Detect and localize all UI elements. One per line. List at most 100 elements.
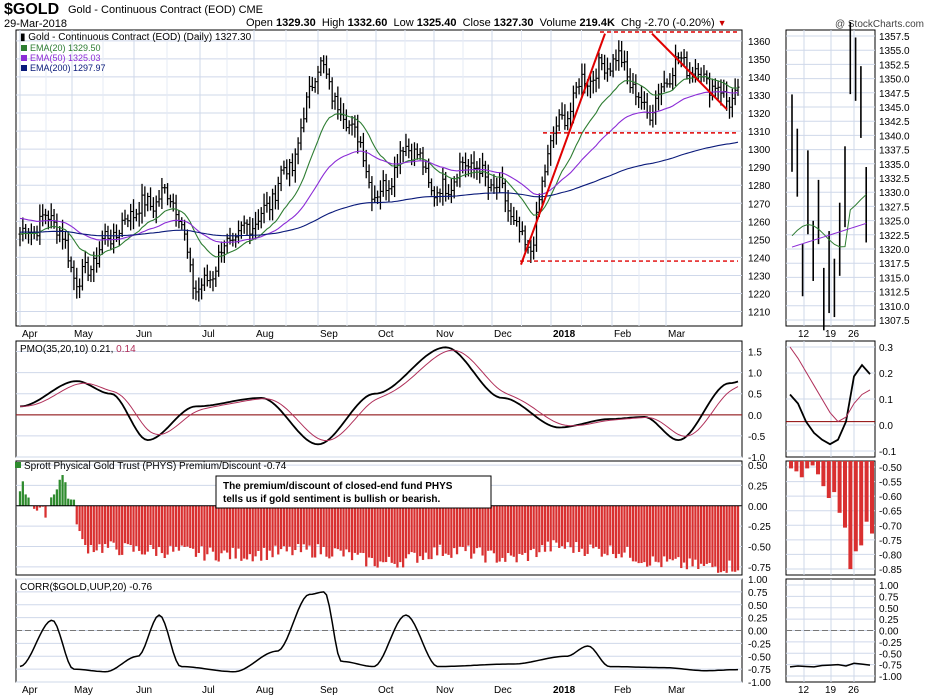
phys-bar bbox=[674, 505, 677, 559]
phys-tick-label: -0.75 bbox=[748, 563, 771, 574]
side-tick-label: -0.75 bbox=[879, 536, 902, 547]
side-tick-label: -0.55 bbox=[879, 478, 902, 489]
phys-bar bbox=[455, 505, 459, 555]
phys-bar bbox=[72, 499, 76, 506]
phys-bar bbox=[589, 505, 592, 545]
phys-bar bbox=[637, 505, 640, 564]
volume-label: Volume bbox=[539, 17, 577, 29]
phys-bar bbox=[373, 505, 376, 567]
phys-bar bbox=[717, 505, 720, 573]
legend-label: EMA(50) 1325.03 bbox=[30, 53, 101, 63]
phys-bar bbox=[316, 505, 320, 545]
phys-bar bbox=[260, 505, 263, 561]
phys-bar bbox=[521, 505, 524, 555]
phys-bar bbox=[325, 505, 328, 557]
open-value: 1329.30 bbox=[275, 17, 316, 29]
quote-summary: Open 1329.30 High 1332.60 Low 1325.40 Cl… bbox=[246, 17, 727, 29]
phys-bar bbox=[634, 505, 637, 562]
price-tick-label: 1230 bbox=[748, 271, 771, 282]
phys-bar bbox=[331, 505, 334, 557]
open-label: Open bbox=[246, 17, 273, 29]
phys-bar bbox=[532, 505, 535, 549]
x-axis-label: Oct bbox=[378, 329, 394, 340]
rising-trendline bbox=[520, 33, 606, 265]
price-tick-label: 1300 bbox=[748, 145, 771, 156]
x-axis-label: Sep bbox=[320, 685, 338, 696]
x-axis-label: Aug bbox=[256, 685, 274, 696]
phys-bar bbox=[541, 505, 544, 546]
high-value: 1332.60 bbox=[347, 17, 388, 29]
phys-bar bbox=[436, 505, 439, 556]
phys-bar bbox=[308, 505, 311, 546]
phys-bar bbox=[86, 505, 90, 554]
phys-bar bbox=[504, 505, 507, 562]
x-axis-label: Dec bbox=[494, 329, 512, 340]
phys-bar bbox=[75, 505, 78, 525]
phys-bar bbox=[333, 505, 337, 549]
side-phys-bar bbox=[810, 461, 815, 466]
side-tick-label: 0.0 bbox=[879, 421, 893, 432]
phys-bar bbox=[81, 505, 84, 540]
phys-bar bbox=[535, 505, 538, 558]
phys-bar bbox=[489, 505, 493, 551]
corr-tick-label: 0.00 bbox=[748, 627, 768, 638]
side-tick-label: 0.3 bbox=[879, 343, 893, 354]
phys-bar bbox=[101, 505, 104, 553]
side-tick-label: 1310.0 bbox=[879, 302, 910, 313]
side-phys-bar bbox=[799, 461, 804, 478]
side-tick-label: 1330.0 bbox=[879, 188, 910, 199]
price-panel-frame bbox=[15, 29, 743, 327]
phys-bar bbox=[640, 505, 643, 564]
phys-bar bbox=[254, 505, 257, 557]
phys-tick-label: 0.00 bbox=[748, 502, 768, 513]
side-tick-label: 0.50 bbox=[879, 604, 899, 615]
phys-bar bbox=[629, 505, 632, 558]
phys-bar bbox=[515, 505, 518, 563]
phys-bar bbox=[643, 505, 646, 563]
phys-bar bbox=[234, 505, 237, 559]
phys-bar bbox=[106, 505, 110, 548]
pmo-tick-label: 1.0 bbox=[748, 369, 762, 380]
phys-bar bbox=[163, 505, 166, 559]
phys-bar bbox=[708, 505, 711, 563]
phys-bar bbox=[714, 505, 717, 567]
phys-bar bbox=[711, 505, 714, 568]
price-tick-label: 1260 bbox=[748, 217, 771, 228]
x-axis-label: Apr bbox=[22, 685, 38, 696]
x-axis-label: Aug bbox=[256, 329, 274, 340]
pmo-line bbox=[19, 346, 739, 446]
side-x-label: 19 bbox=[825, 329, 837, 340]
phys-bar bbox=[555, 505, 558, 543]
side-tick-label: -0.1 bbox=[879, 447, 897, 458]
phys-bar bbox=[211, 505, 215, 552]
phys-bar bbox=[569, 505, 572, 548]
phys-bar bbox=[543, 505, 547, 552]
phys-bar bbox=[262, 505, 266, 548]
phys-bar bbox=[441, 505, 444, 556]
phys-bar bbox=[243, 505, 246, 559]
phys-bar bbox=[549, 505, 552, 552]
phys-bar bbox=[396, 505, 399, 568]
side-x-label: 26 bbox=[848, 329, 860, 340]
phys-bar bbox=[98, 505, 101, 545]
phys-bar bbox=[200, 505, 203, 547]
side-tick-label: 1345.0 bbox=[879, 103, 910, 114]
side-phys-bar bbox=[853, 461, 858, 552]
corr-line bbox=[19, 591, 739, 673]
side-tick-label: 1347.5 bbox=[879, 89, 910, 100]
phys-bar bbox=[191, 505, 195, 549]
phys-bar bbox=[38, 505, 41, 508]
pmo-signal-line bbox=[19, 349, 739, 442]
phys-bar bbox=[722, 505, 725, 572]
phys-tick-label: -0.50 bbox=[748, 543, 771, 554]
phys-bar bbox=[146, 505, 149, 552]
price-tick-label: 1350 bbox=[748, 55, 771, 66]
x-axis-label: Feb bbox=[614, 329, 632, 340]
phys-bar bbox=[518, 505, 521, 554]
side-x-label: 26 bbox=[848, 685, 860, 696]
phys-bar bbox=[626, 505, 629, 547]
phys-bar bbox=[69, 499, 73, 506]
ema50-line bbox=[19, 91, 739, 243]
legend-swatch bbox=[21, 45, 27, 51]
phys-bar bbox=[189, 505, 192, 549]
